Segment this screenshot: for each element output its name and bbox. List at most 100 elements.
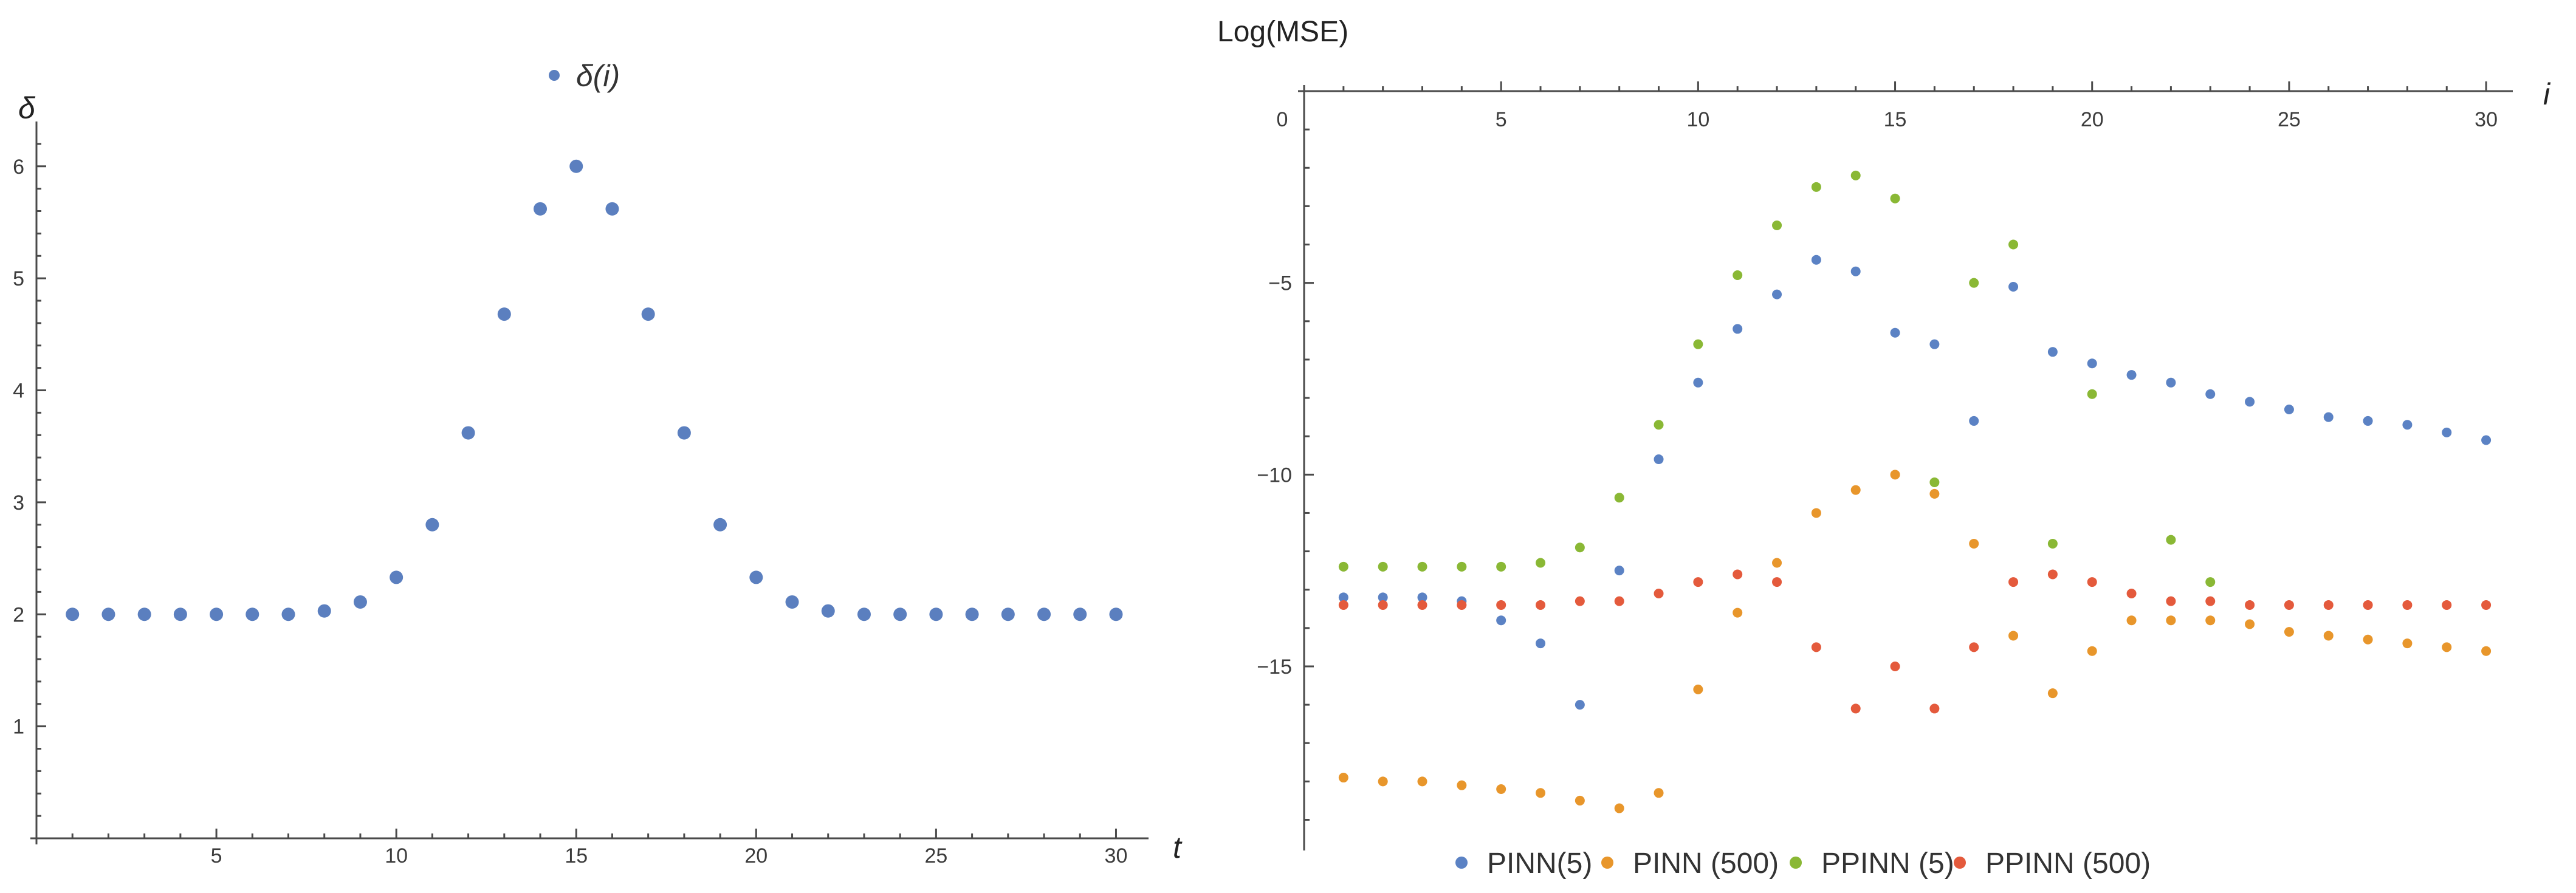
delta-point: [497, 307, 511, 321]
series-point-1: [1614, 803, 1624, 813]
series-point-3: [2205, 596, 2216, 606]
delta-point: [1001, 607, 1015, 621]
series-point-2: [1536, 558, 1546, 568]
series-point-1: [1693, 684, 1703, 694]
series-point-3: [2323, 600, 2334, 610]
delta-point: [677, 426, 691, 440]
series-point-1: [2402, 638, 2413, 649]
delta-point: [929, 607, 943, 621]
series-point-0: [1496, 615, 1506, 626]
series-point-1: [1811, 508, 1821, 518]
series-point-0: [1811, 255, 1821, 265]
delta-point: [893, 607, 907, 621]
series-point-3: [1575, 596, 1585, 606]
series-point-2: [1929, 477, 1940, 487]
series-point-2: [1614, 493, 1624, 503]
delta-point: [713, 518, 727, 532]
right-y-tick-label: −5: [1268, 272, 1292, 295]
delta-point: [1037, 607, 1051, 621]
series-point-1: [2126, 615, 2137, 626]
series-point-0: [2402, 420, 2413, 430]
delta-point: [173, 607, 187, 621]
series-point-0: [1890, 327, 1900, 338]
series-point-3: [1378, 600, 1388, 610]
legend-marker: [1601, 857, 1613, 869]
left-y-tick-label: 4: [13, 380, 24, 403]
legend-label: PPINN (5): [1821, 847, 1954, 880]
series-point-0: [1929, 339, 1940, 349]
series-point-0: [1969, 416, 1979, 426]
series-point-1: [2442, 642, 2452, 652]
left-x-tick-label: 30: [1105, 844, 1128, 867]
left-y-tick-label: 5: [13, 267, 24, 290]
left-y-tick-label: 6: [13, 156, 24, 179]
series-point-0: [1338, 592, 1348, 603]
series-point-1: [2284, 627, 2294, 637]
delta-point: [101, 607, 115, 621]
series-point-1: [1457, 780, 1467, 790]
series-point-1: [1378, 776, 1388, 787]
series-point-3: [2481, 600, 2492, 610]
series-point-3: [2363, 600, 2373, 610]
log-mse-chart: −5 −10 −15 0 5 10 15 20 25 30 Log(MSE) i PINN(5)…: [1217, 16, 2551, 880]
series-point-3: [1929, 703, 1940, 714]
series-point-3: [2126, 589, 2137, 599]
series-point-1: [1536, 788, 1546, 798]
right-y-axis-label: Log(MSE): [1217, 16, 1348, 48]
series-point-0: [2442, 427, 2452, 437]
series-point-0: [2481, 435, 2492, 445]
series-point-2: [1733, 270, 1743, 281]
series-point-2: [1969, 278, 1979, 288]
series-point-1: [2245, 619, 2255, 629]
series-point-0: [2047, 347, 2058, 357]
series-point-1: [2363, 634, 2373, 645]
series-point-0: [2166, 377, 2176, 388]
left-y-tick-label: 3: [13, 491, 24, 515]
delta-point: [785, 595, 799, 609]
series-point-0: [2087, 358, 2097, 369]
series-point-2: [1890, 193, 1900, 204]
series-point-3: [1496, 600, 1506, 610]
delta-point: [641, 307, 655, 321]
left-y-tick-label: 2: [13, 603, 24, 626]
left-x-tick-label: 5: [211, 844, 222, 867]
series-point-1: [1850, 485, 1861, 495]
series-point-1: [1890, 470, 1900, 480]
right-x-tick-label: 0: [1277, 108, 1288, 131]
series-point-3: [2245, 600, 2255, 610]
series-point-0: [2284, 404, 2294, 414]
delta-point: [965, 607, 979, 621]
series-point-2: [1575, 542, 1585, 553]
delta-point: [353, 595, 367, 609]
legend-marker-delta: [549, 70, 560, 81]
series-point-1: [1733, 607, 1743, 618]
series-point-0: [2126, 370, 2137, 380]
series-point-2: [1654, 420, 1664, 430]
delta-point: [1073, 607, 1087, 621]
series-point-3: [1338, 600, 1348, 610]
series-point-2: [2008, 239, 2019, 250]
series-point-2: [2047, 538, 2058, 549]
series-point-0: [2205, 389, 2216, 399]
delta-point: [281, 607, 295, 621]
series-point-0: [1654, 454, 1664, 465]
legend-marker: [1455, 857, 1468, 869]
series-point-1: [2166, 615, 2176, 626]
right-y-tick-label: −15: [1257, 655, 1292, 679]
delta-point: [461, 426, 475, 440]
series-point-3: [1772, 577, 1782, 587]
delta-point: [749, 570, 763, 584]
series-point-1: [2481, 646, 2492, 656]
series-point-1: [1338, 773, 1348, 783]
delta-point: [137, 607, 151, 621]
series-point-0: [2323, 412, 2334, 422]
right-x-tick-label: 25: [2278, 108, 2301, 131]
series-point-0: [1575, 700, 1585, 710]
series-point-3: [1536, 600, 1546, 610]
series-point-3: [1969, 642, 1979, 652]
delta-point: [425, 518, 439, 532]
series-point-3: [1417, 600, 1427, 610]
series-point-3: [2047, 569, 2058, 580]
series-point-2: [1496, 561, 1506, 572]
